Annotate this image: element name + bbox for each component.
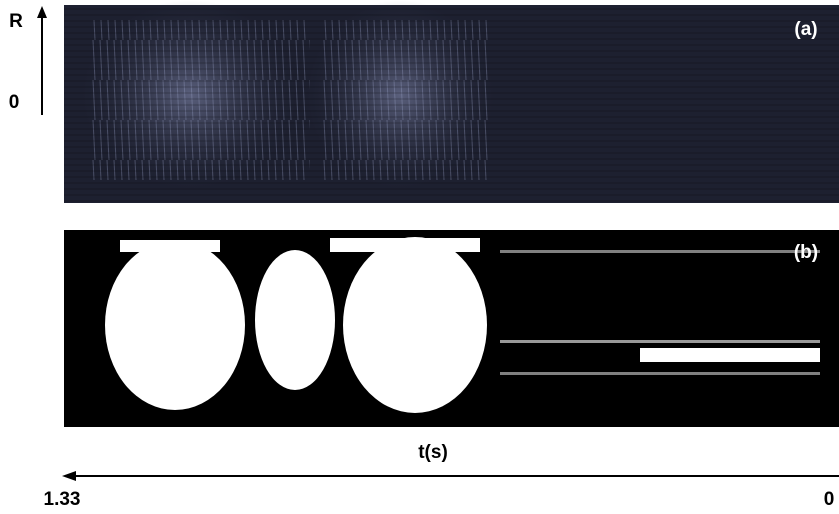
panel-label: (a) (794, 19, 817, 40)
binary-region (255, 250, 335, 390)
binary-region (330, 238, 480, 252)
binary-region (640, 348, 820, 362)
y-axis-label: R (9, 11, 23, 32)
x-axis-end: 0 (824, 489, 835, 510)
figure: (a) (b) R 0 t(s) 1.33 0 (0, 0, 839, 514)
binary-region (500, 250, 820, 253)
scan-lines (64, 5, 839, 203)
binary-region (105, 240, 245, 410)
t-arrowhead (62, 471, 76, 481)
binary-region (500, 372, 820, 375)
binary-region (120, 240, 220, 252)
panel-label: (b) (794, 242, 818, 263)
binary-region (343, 237, 487, 413)
y-axis-origin: 0 (9, 92, 20, 113)
binary-region (500, 340, 820, 343)
x-axis-label: t(s) (418, 442, 448, 463)
panel-b: (b) (64, 230, 839, 427)
x-axis-start: 1.33 (44, 489, 81, 510)
panel-a: (a) (64, 0, 839, 203)
r-arrowhead (37, 6, 47, 18)
